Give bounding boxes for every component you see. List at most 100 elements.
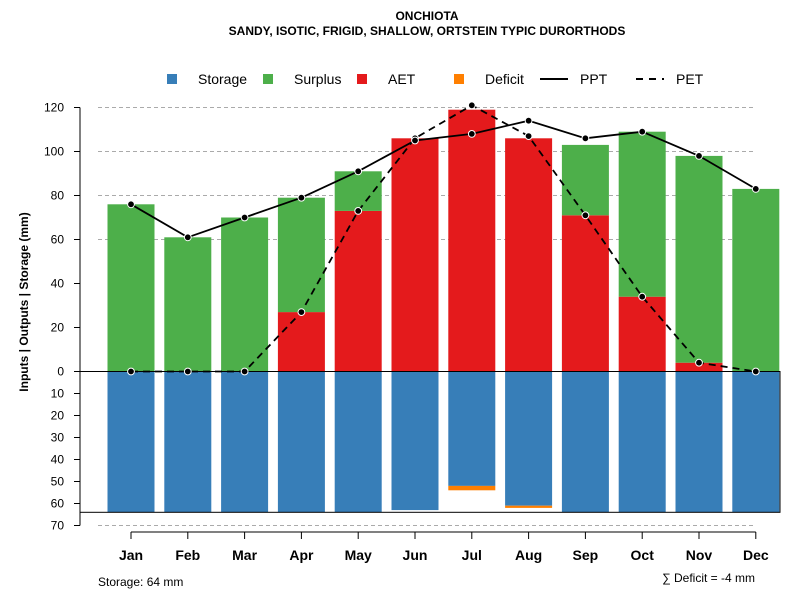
- pet-point-apr: [297, 308, 306, 317]
- storage-bar-sep: [561, 371, 609, 513]
- legend-label-storage: Storage: [198, 71, 247, 87]
- legend-label-pet: PET: [676, 71, 704, 87]
- surplus-bar-apr: [277, 197, 325, 313]
- ppt-point-oct: [638, 127, 647, 136]
- x-tick-label-jul: Jul: [462, 547, 482, 563]
- ppt-point-nov: [695, 152, 703, 160]
- storage-bar-jul: [448, 371, 496, 486]
- y-tick-label-neg-60: 60: [51, 497, 65, 511]
- ppt-point-jan: [127, 200, 135, 209]
- x-tick-label-oct: Oct: [631, 547, 655, 563]
- storage-bar-oct: [618, 371, 666, 513]
- x-tick-label-apr: Apr: [289, 547, 314, 563]
- y-tick-label-100: 100: [44, 145, 64, 159]
- surplus-bar-dec: [732, 188, 780, 372]
- surplus-bar-oct: [618, 131, 666, 297]
- bars: [79, 109, 781, 513]
- pet-point-mar: [240, 367, 249, 376]
- ppt-point-aug: [524, 116, 533, 125]
- storage-bar-feb: [164, 371, 212, 513]
- y-tick-label-20: 20: [51, 321, 65, 335]
- storage-note: Storage: 64 mm: [98, 575, 183, 589]
- x-tick-label-jun: Jun: [403, 547, 428, 563]
- y-tick-label-40: 40: [51, 277, 65, 291]
- x-tick-label-sep: Sep: [573, 547, 599, 563]
- pet-line: [131, 104, 756, 373]
- deficit-note: ∑ Deficit = -4 mm: [662, 571, 755, 585]
- legend-swatch-deficit: [454, 74, 464, 84]
- ppt-point-sep: [581, 134, 590, 143]
- storage-bar-dec: [732, 371, 780, 513]
- y-tick-label-neg-70: 70: [51, 519, 65, 533]
- x-tick-label-mar: Mar: [232, 547, 257, 563]
- y-tick-label-neg-10: 10: [51, 387, 65, 401]
- legend-swatch-surplus: [263, 74, 273, 84]
- y-tick-label-neg-30: 30: [51, 431, 65, 445]
- ppt-line: [130, 119, 757, 239]
- x-tick-label-dec: Dec: [743, 547, 769, 563]
- storage-bar-apr: [277, 371, 325, 513]
- ppt-point-jul: [467, 130, 476, 138]
- pet-point-aug: [524, 132, 533, 141]
- storage-bar-jan: [107, 371, 155, 513]
- aet-bar-jun: [391, 138, 439, 372]
- pet-point-may: [354, 207, 363, 215]
- ppt-point-apr: [297, 193, 306, 202]
- x-tick-label-nov: Nov: [686, 547, 713, 563]
- aet-bar-apr: [277, 312, 325, 372]
- chart-title: ONCHIOTA: [395, 9, 458, 23]
- x-axis: Jan Feb Mar Apr May Jun Jul Aug Sep Oct Nov Dec: [119, 531, 769, 563]
- pet-point-jan: [127, 367, 135, 376]
- y-tick-label-neg-20: 20: [51, 409, 65, 423]
- ppt-point-dec: [751, 185, 760, 193]
- surplus-bar-nov: [675, 155, 723, 363]
- aet-bar-nov: [675, 362, 723, 372]
- aet-bar-oct: [618, 296, 666, 372]
- ppt-point-may: [354, 167, 363, 176]
- pet-point-sep: [581, 211, 590, 220]
- y-tick-label-0: 0: [57, 365, 64, 379]
- aet-bar-aug: [505, 138, 553, 372]
- legend-label-ppt: PPT: [580, 71, 608, 87]
- x-tick-label-aug: Aug: [515, 547, 542, 563]
- storage-bar-may: [334, 371, 382, 513]
- x-tick-label-may: May: [345, 547, 372, 563]
- storage-bar-jun: [391, 371, 439, 511]
- chart-subtitle: SANDY, ISOTIC, FRIGID, SHALLOW, ORTSTEIN…: [229, 24, 626, 38]
- ppt-point-mar: [240, 213, 249, 222]
- aet-bar-jul: [448, 109, 496, 372]
- y-axis: 0 20 40 60 80 100 120 10 20 30 40 50 60 70: [44, 101, 81, 533]
- y-tick-label-60: 60: [51, 233, 65, 247]
- pet-point-nov: [695, 358, 703, 367]
- pet-point-jul: [467, 101, 476, 110]
- legend-swatch-aet: [357, 74, 367, 84]
- pet-point-oct: [638, 292, 647, 301]
- x-tick-label-jan: Jan: [119, 547, 143, 563]
- legend-label-surplus: Surplus: [294, 71, 341, 87]
- legend-label-aet: AET: [388, 71, 416, 87]
- y-tick-label-neg-50: 50: [51, 475, 65, 489]
- legend: Storage Surplus AET Deficit PPT PET: [167, 71, 704, 87]
- y-tick-label-neg-40: 40: [51, 453, 65, 467]
- ppt-point-feb: [183, 233, 192, 242]
- surplus-bar-mar: [221, 217, 269, 372]
- series-lines: [127, 101, 760, 376]
- legend-label-deficit: Deficit: [485, 71, 524, 87]
- pet-point-feb: [183, 367, 192, 376]
- aet-bar-sep: [561, 215, 609, 372]
- surplus-bar-jan: [107, 204, 155, 372]
- surplus-bar-feb: [164, 237, 212, 372]
- pet-point-dec: [751, 367, 760, 376]
- legend-swatch-storage: [167, 74, 177, 84]
- x-tick-label-feb: Feb: [175, 547, 200, 563]
- deficit-bar-jul: [448, 485, 496, 491]
- storage-bar-nov: [675, 371, 723, 513]
- ppt-point-jun: [411, 136, 419, 145]
- y-axis-label: Inputs | Outputs | Storage (mm): [17, 212, 31, 391]
- storage-bar-aug: [505, 371, 553, 506]
- deficit-bar-aug: [505, 505, 553, 508]
- y-tick-label-120: 120: [44, 101, 64, 115]
- y-tick-label-80: 80: [51, 189, 65, 203]
- surplus-bar-sep: [561, 144, 609, 216]
